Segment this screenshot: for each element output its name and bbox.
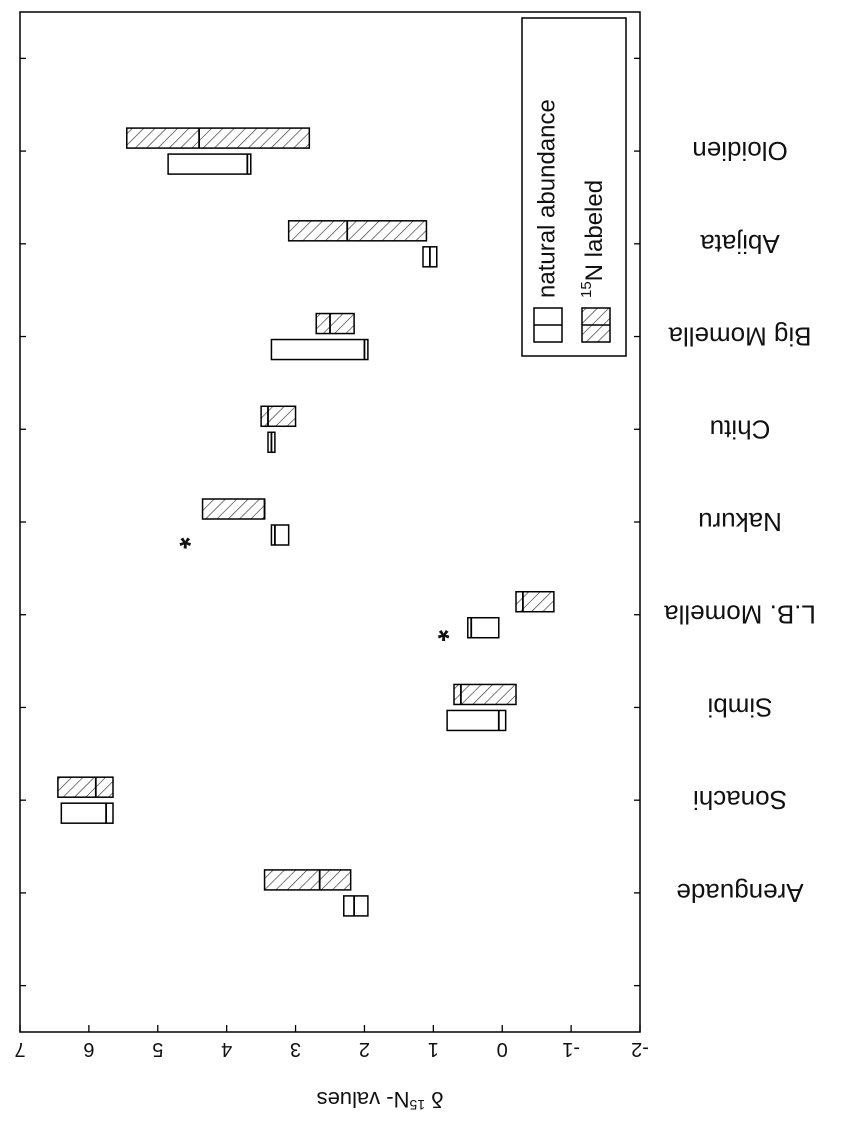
category-label: Chitu <box>710 414 771 444</box>
value-tick-label: -2 <box>631 1038 649 1060</box>
value-tick-label: 7 <box>14 1038 25 1060</box>
value-tick-label: 4 <box>221 1038 232 1060</box>
value-axis: 7 6 5 4 3 2 1 0 -1 -2 <box>14 1025 649 1060</box>
box-natural-abundance <box>446 709 507 732</box>
category-label: L.B. Momella <box>664 600 816 630</box>
value-tick-label: -1 <box>562 1038 580 1060</box>
value-tick-label: 2 <box>359 1038 370 1060</box>
series-natural-abundance <box>60 153 507 917</box>
box-15n-labeled <box>315 312 355 335</box>
category-label: Arenguade <box>676 878 803 908</box>
box-15n-labeled <box>260 405 297 428</box>
category-label: Big Momella <box>668 322 812 352</box>
category-label: Sonachi <box>693 785 787 815</box>
legend-label-labeled: 15N labeled <box>578 180 608 298</box>
box-15n-labeled <box>57 776 114 798</box>
category-axis: Arenguade Sonachi Simbi L.B. Momella Nakuru C… <box>20 57 816 987</box>
box-natural-abundance <box>467 616 500 639</box>
category-label: Oloidien <box>692 136 787 166</box>
box-natural-abundance <box>270 338 369 361</box>
box-natural-abundance <box>60 802 114 824</box>
legend: natural abundance 15N labeled <box>521 17 627 357</box>
box-15n-labeled <box>263 869 352 891</box>
category-label: Abijata <box>700 229 780 259</box>
box-natural-abundance <box>343 895 369 917</box>
value-tick-label: 3 <box>290 1038 301 1060</box>
legend-frame <box>521 17 627 357</box>
legend-label-natural: natural abundance <box>533 99 560 298</box>
category-label: Nakuru <box>698 507 782 537</box>
box-15n-labeled <box>126 127 311 149</box>
series-15n-labeled <box>57 127 555 891</box>
box-15n-labeled <box>287 220 428 242</box>
plot-area: 7 6 5 4 3 2 1 0 -1 -2 δ 15N- values Arenguade Sonach… <box>14 11 816 1113</box>
value-axis-title: δ 15N- values <box>317 1087 444 1113</box>
category-label: Simbi <box>707 692 772 722</box>
value-tick-label: 5 <box>152 1038 163 1060</box>
box-15n-labeled <box>515 590 555 613</box>
value-tick-label: 1 <box>428 1038 439 1060</box>
significance-asterisk: * <box>179 521 191 554</box>
value-tick-label: 0 <box>497 1038 508 1060</box>
box-15n-labeled <box>201 498 266 520</box>
significance-asterisk: * <box>438 614 450 647</box>
box-15n-labeled <box>453 683 517 706</box>
box-natural-abundance <box>167 153 252 175</box>
value-tick-label: 6 <box>83 1038 94 1060</box>
